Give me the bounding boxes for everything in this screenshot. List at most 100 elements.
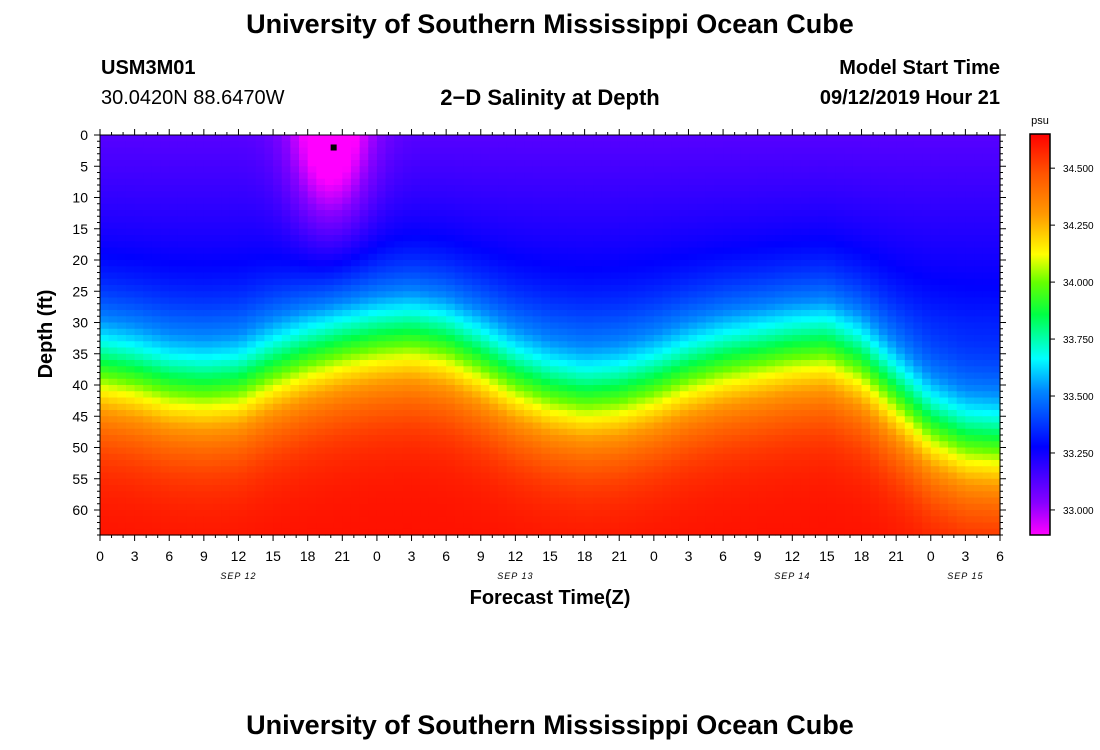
heatmap-cell: [376, 366, 387, 374]
heatmap-cell: [524, 335, 534, 342]
heatmap-cell: [645, 497, 655, 505]
heatmap-cell: [385, 285, 395, 292]
heatmap-cell: [723, 178, 733, 186]
heatmap-cell: [134, 528, 144, 536]
heatmap-cell: [705, 422, 716, 430]
heatmap-cell: [307, 197, 317, 205]
heatmap-cell: [619, 278, 629, 286]
heatmap-cell: [100, 291, 110, 299]
heatmap-cell: [290, 422, 300, 430]
heatmap-cell: [368, 185, 378, 192]
heatmap-cell: [515, 172, 525, 180]
heatmap-cell: [420, 460, 430, 467]
heatmap-cell: [247, 235, 257, 242]
heatmap-cell: [506, 472, 516, 480]
heatmap-cell: [342, 372, 352, 380]
heatmap-cell: [714, 222, 724, 230]
heatmap-cell: [212, 285, 222, 292]
heatmap-cell: [619, 366, 629, 374]
heatmap-cell: [229, 135, 240, 142]
heatmap-cell: [238, 447, 248, 455]
heatmap-cell: [601, 516, 612, 524]
heatmap-cell: [299, 210, 309, 217]
heatmap-cell: [420, 266, 430, 274]
heatmap-cell: [281, 191, 291, 199]
heatmap-cell: [697, 478, 707, 486]
heatmap-cell: [221, 178, 231, 186]
heatmap-cell: [125, 228, 136, 236]
heatmap-cell: [593, 241, 603, 249]
heatmap-cell: [645, 491, 655, 499]
heatmap-cell: [247, 447, 257, 455]
heatmap-cell: [766, 360, 776, 367]
heatmap-cell: [368, 285, 378, 292]
heatmap-cell: [679, 410, 690, 417]
heatmap-cell: [333, 160, 343, 167]
heatmap-cell: [541, 410, 551, 417]
heatmap-cell: [177, 360, 188, 367]
heatmap-cell: [757, 422, 767, 430]
heatmap-cell: [584, 303, 594, 311]
heatmap-cell: [723, 441, 733, 449]
heatmap-cell: [610, 391, 620, 399]
heatmap-cell: [567, 422, 577, 430]
heatmap-cell: [264, 372, 274, 380]
heatmap-cell: [177, 153, 188, 161]
station-location: 30.0420N 88.6470W: [101, 87, 285, 109]
heatmap-cell: [281, 310, 291, 317]
heatmap-cell: [757, 266, 767, 274]
heatmap-cell: [273, 385, 283, 392]
heatmap-cell: [307, 353, 317, 361]
heatmap-cell: [575, 160, 586, 167]
heatmap-cell: [601, 241, 612, 249]
heatmap-cell: [368, 378, 378, 386]
heatmap-cell: [619, 397, 629, 405]
heatmap-cell: [264, 260, 274, 267]
heatmap-cell: [177, 522, 188, 530]
heatmap-cell: [151, 260, 162, 267]
heatmap-cell: [766, 291, 776, 299]
heatmap-cell: [299, 291, 309, 299]
heatmap-cell: [195, 528, 205, 536]
heatmap-cell: [550, 297, 560, 305]
heatmap-cell: [350, 141, 361, 149]
heatmap-cell: [671, 228, 681, 236]
heatmap-cell: [307, 516, 317, 524]
heatmap-cell: [169, 447, 179, 455]
heatmap-cell: [428, 222, 439, 230]
heatmap-cell: [264, 447, 274, 455]
heatmap-cell: [411, 241, 421, 249]
heatmap-cell: [550, 185, 560, 192]
heatmap-cell: [731, 328, 741, 336]
heatmap-cell: [584, 441, 594, 449]
heatmap-cell: [697, 203, 707, 211]
heatmap-cell: [402, 378, 413, 386]
heatmap-cell: [134, 516, 144, 524]
heatmap-cell: [273, 372, 283, 380]
heatmap-cell: [177, 291, 188, 299]
heatmap-cell: [766, 472, 776, 480]
heatmap-cell: [273, 291, 283, 299]
heatmap-cell: [498, 353, 508, 361]
heatmap-cell: [212, 360, 222, 367]
heatmap-cell: [498, 241, 508, 249]
heatmap-cell: [411, 291, 421, 299]
heatmap-cell: [532, 485, 542, 492]
heatmap-cell: [316, 185, 326, 192]
heatmap-cell: [653, 241, 664, 249]
heatmap-cell: [489, 166, 499, 174]
heatmap-cell: [688, 222, 698, 230]
heatmap-cell: [368, 391, 378, 399]
heatmap-cell: [385, 435, 395, 442]
heatmap-cell: [437, 341, 447, 349]
heatmap-cell: [541, 160, 551, 167]
heatmap-cell: [368, 491, 378, 499]
heatmap-cell: [705, 260, 716, 267]
heatmap-cell: [498, 253, 508, 261]
heatmap-cell: [480, 353, 491, 361]
heatmap-cell: [645, 372, 655, 380]
heatmap-cell: [714, 485, 724, 492]
heatmap-cell: [376, 191, 387, 199]
heatmap-cell: [264, 222, 274, 230]
heatmap-cell: [212, 516, 222, 524]
